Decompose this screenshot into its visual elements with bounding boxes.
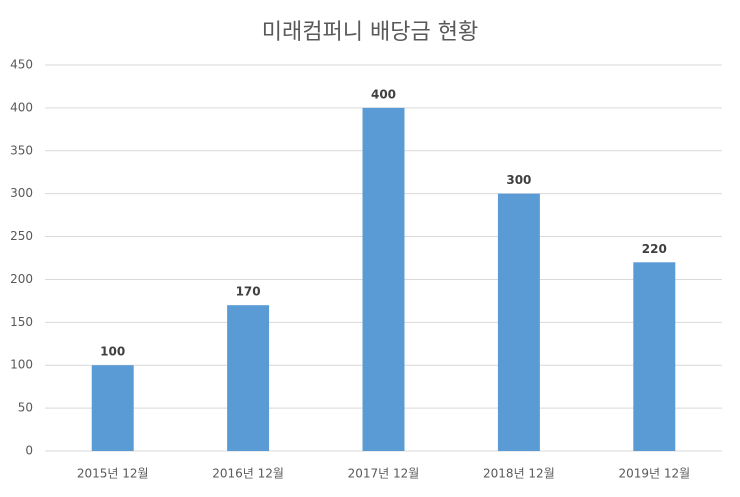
bar <box>227 305 270 451</box>
y-tick-label: 350 <box>10 143 33 157</box>
data-label: 220 <box>642 242 667 256</box>
chart-title: 미래컴퍼니 배당금 현황 <box>262 20 478 45</box>
data-label: 170 <box>236 285 261 299</box>
y-tick-label: 200 <box>10 272 33 286</box>
x-tick-label: 2016년 12월 <box>212 467 284 481</box>
x-tick-label: 2018년 12월 <box>483 467 555 481</box>
y-tick-label: 300 <box>10 186 33 200</box>
data-label: 100 <box>100 345 125 359</box>
data-label: 400 <box>371 87 396 101</box>
x-tick-label: 2019년 12월 <box>618 467 690 481</box>
y-tick-label: 50 <box>18 401 33 415</box>
bar <box>497 193 540 451</box>
y-tick-label: 0 <box>25 444 33 458</box>
y-tick-label: 400 <box>10 100 33 114</box>
x-tick-label: 2015년 12월 <box>77 467 149 481</box>
bar <box>362 107 405 451</box>
data-label: 300 <box>506 173 531 187</box>
x-tick-label: 2017년 12월 <box>348 467 420 481</box>
bar <box>633 262 676 451</box>
y-tick-label: 450 <box>10 58 33 72</box>
y-tick-label: 250 <box>10 229 33 243</box>
y-tick-label: 100 <box>10 358 33 372</box>
bar <box>91 365 134 451</box>
y-tick-label: 150 <box>10 315 33 329</box>
